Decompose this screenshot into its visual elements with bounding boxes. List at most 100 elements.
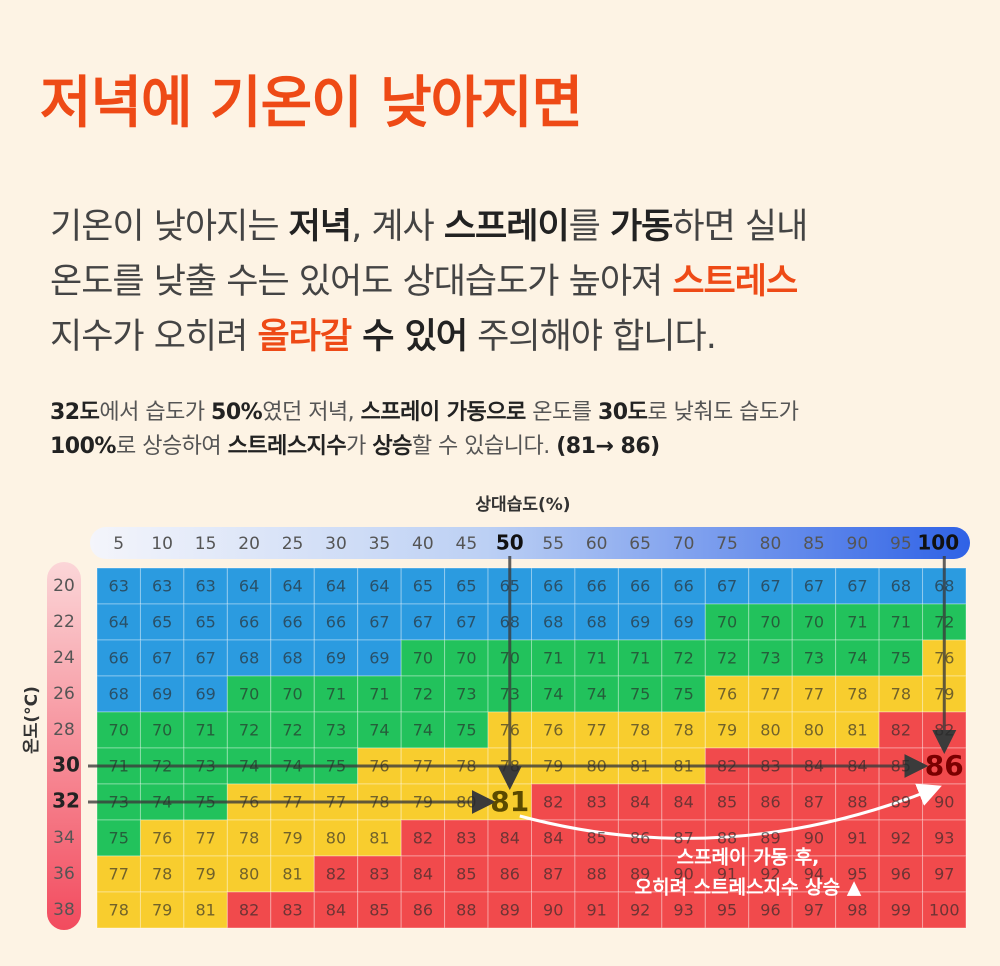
- cell-value: 81: [630, 757, 650, 776]
- cell: [791, 855, 837, 893]
- cell-value: 96: [891, 865, 911, 884]
- cell: [357, 855, 402, 893]
- cell: [270, 639, 315, 677]
- title: 저녁에 기온이 낮아지면: [40, 71, 583, 136]
- cell-value: 76: [369, 757, 389, 776]
- humidity-label: 85: [803, 534, 825, 554]
- humidity-label: 60: [586, 534, 608, 554]
- cell-value: 82: [543, 793, 563, 812]
- temperature-bar: [47, 562, 81, 930]
- cell: [748, 675, 793, 713]
- cell-value: 70: [413, 649, 433, 668]
- cell-value: 73: [456, 685, 476, 704]
- humidity-label: 95: [890, 534, 912, 554]
- cell: [661, 783, 706, 821]
- cell: [183, 567, 228, 605]
- text-segment: 에서 습도가: [99, 400, 212, 425]
- cell: [183, 891, 228, 929]
- cell: [96, 603, 141, 641]
- text-line: 기온이 낮아지는 저녁, 계사 스프레이를 가동하면 실내: [50, 200, 808, 255]
- cell: [878, 675, 924, 713]
- cell: [704, 639, 750, 677]
- cell: [226, 603, 272, 641]
- cell-value: 67: [456, 613, 476, 632]
- humidity-label: 40: [412, 534, 434, 554]
- highlight-value: 81: [490, 785, 529, 818]
- cell-value: 63: [195, 577, 215, 596]
- text-segment: 기온이 낮아지는: [50, 207, 289, 247]
- cell-value: 86: [413, 901, 433, 920]
- cell-value: 88: [586, 865, 606, 884]
- cell-value: 68: [934, 577, 954, 596]
- cell-value: 66: [109, 649, 129, 668]
- cell-value: 71: [195, 721, 215, 740]
- cell-value: 79: [717, 721, 737, 740]
- cell: [574, 711, 619, 749]
- cell-value: 73: [195, 757, 215, 776]
- cell-value: 89: [760, 829, 780, 848]
- cell-value: 89: [630, 865, 650, 884]
- cell: [791, 639, 837, 677]
- cell: [444, 675, 489, 713]
- cell: [357, 567, 402, 605]
- cell-value: 75: [456, 721, 476, 740]
- cell: [704, 891, 750, 929]
- text-segment: 올라갈: [257, 317, 352, 357]
- temperature-label: 34: [53, 828, 75, 848]
- cell-value: 91: [586, 901, 606, 920]
- cell-value: 70: [239, 685, 259, 704]
- cell: [791, 783, 837, 821]
- cell-value: 68: [586, 613, 606, 632]
- cell: [400, 891, 446, 929]
- cell-value: 83: [456, 829, 476, 848]
- cell-value: 74: [847, 649, 867, 668]
- cell: [748, 855, 793, 893]
- humidity-label: 35: [369, 534, 391, 554]
- cell: [835, 639, 880, 677]
- cell-value: 79: [152, 901, 172, 920]
- cell-value: 83: [760, 757, 780, 776]
- cell: [270, 855, 315, 893]
- cell: [661, 567, 706, 605]
- cell-value: 93: [673, 901, 693, 920]
- cell-value: 78: [152, 865, 172, 884]
- cell: [444, 603, 489, 641]
- cell-value: 75: [195, 793, 215, 812]
- humidity-label: 100: [917, 531, 959, 555]
- cell: [357, 711, 402, 749]
- cell: [226, 567, 272, 605]
- cell-value: 80: [760, 721, 780, 740]
- curve-arrow: [519, 783, 942, 840]
- cell-value: 70: [109, 721, 129, 740]
- detail: 32도에서 습도가 50%였던 저녁, 스프레이 가동으로 온도를 30도로 낮…: [50, 396, 799, 464]
- cell-value: 81: [195, 901, 215, 920]
- text-line: 100%로 상승하여 스트레스지수가 상승할 수 있습니다. (81→ 86): [50, 430, 799, 464]
- cell-value: 71: [326, 685, 346, 704]
- cell: [617, 783, 663, 821]
- cell-value: 77: [413, 757, 433, 776]
- cell-value: 77: [109, 865, 129, 884]
- cell: [617, 639, 663, 677]
- cell-value: 95: [717, 901, 737, 920]
- cell-value: 64: [369, 577, 389, 596]
- cell-value: 74: [369, 721, 389, 740]
- cell: [183, 855, 228, 893]
- cell-value: 91: [847, 829, 867, 848]
- cell: [531, 567, 576, 605]
- cell: [748, 567, 793, 605]
- cell-value: 85: [717, 793, 737, 812]
- cell-value: 95: [847, 865, 867, 884]
- cell: [835, 603, 880, 641]
- cell-value: 71: [369, 685, 389, 704]
- cell-value: 68: [891, 577, 911, 596]
- cell-value: 85: [369, 901, 389, 920]
- text-segment: 가동: [609, 207, 673, 247]
- x-axis-label: 상대습도(%): [475, 495, 570, 515]
- cell: [313, 711, 359, 749]
- cell-value: 64: [109, 613, 129, 632]
- cell-value: 70: [456, 649, 476, 668]
- humidity-bar: [90, 527, 970, 559]
- cell-value: 74: [152, 793, 172, 812]
- cell: [531, 639, 576, 677]
